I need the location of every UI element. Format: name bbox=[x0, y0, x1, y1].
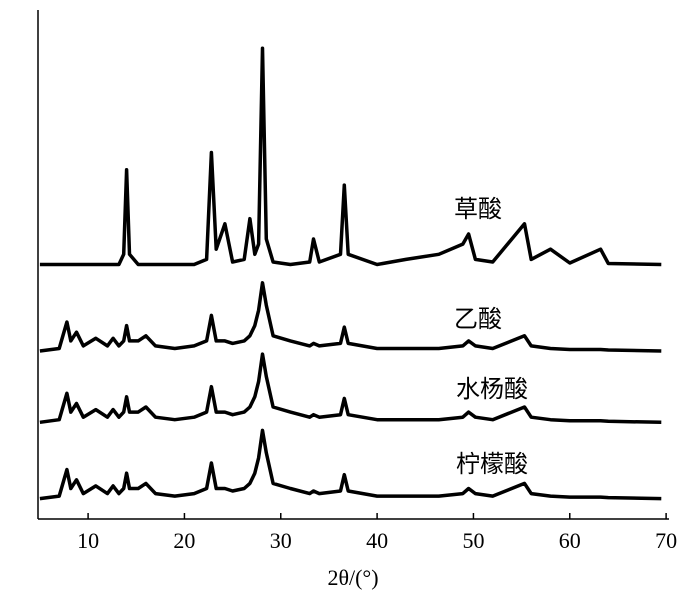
x-tick-label: 20 bbox=[173, 528, 195, 553]
x-axis-label: 2θ/(°) bbox=[327, 565, 378, 590]
series-label: 乙酸 bbox=[454, 305, 502, 333]
xrd-trace bbox=[39, 281, 662, 353]
x-tick-label: 10 bbox=[77, 528, 99, 553]
series-label: 柠檬酸 bbox=[456, 450, 528, 478]
x-tick-label: 30 bbox=[270, 528, 292, 553]
series-label: 水杨酸 bbox=[456, 375, 528, 403]
xrd-trace bbox=[39, 428, 662, 501]
series-label: 草酸 bbox=[454, 195, 502, 223]
xrd-trace bbox=[39, 46, 662, 267]
x-tick-label: 70 bbox=[655, 528, 677, 553]
x-tick-label: 40 bbox=[366, 528, 388, 553]
x-tick-label: 60 bbox=[559, 528, 581, 553]
xrd-trace bbox=[39, 352, 662, 425]
x-tick-label: 50 bbox=[462, 528, 484, 553]
